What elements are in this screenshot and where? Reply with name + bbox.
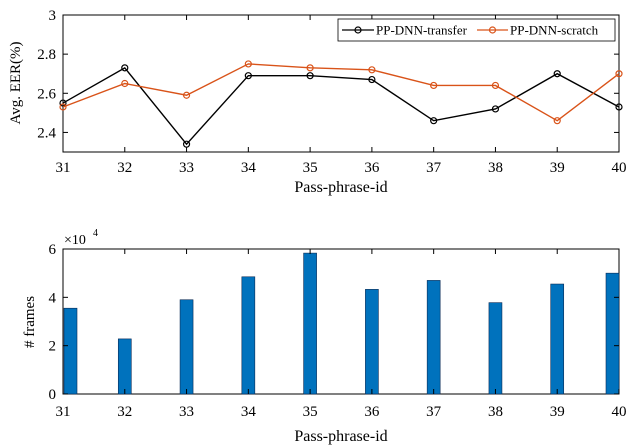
data-point-transfer (553, 70, 561, 78)
data-point-scratch (182, 91, 191, 99)
eer-x-tick-label: 36 (364, 160, 380, 176)
eer-x-tick-label: 34 (241, 160, 257, 176)
frames-scale-factor: ×10 4 (64, 228, 98, 248)
data-point-transfer (306, 72, 314, 80)
frames-x-tick-label: 38 (488, 404, 503, 420)
data-point-transfer (491, 105, 500, 113)
data-point-scratch (306, 64, 314, 72)
frames-x-tick-label: 33 (179, 404, 194, 420)
eer-legend: PP-DNN-transfer PP-DNN-scratch (337, 18, 616, 42)
legend-label-scratch: PP-DNN-scratch (510, 23, 599, 38)
legend-label-transfer: PP-DNN-transfer (376, 23, 468, 38)
series-line-scratch (62, 63, 620, 122)
frames-x-tick-label: 35 (303, 404, 318, 420)
frames-bar (303, 252, 317, 395)
data-point-transfer (59, 99, 67, 107)
data-point-scratch (244, 60, 252, 68)
frames-x-tick-label: 32 (117, 404, 132, 420)
eer-x-tick-label: 33 (179, 160, 194, 176)
frames-bars (63, 252, 620, 395)
data-point-transfer (244, 72, 252, 80)
eer-x-tick-label: 38 (488, 160, 503, 176)
series-line-transfer (62, 66, 620, 146)
data-point-transfer (182, 140, 191, 148)
frames-x-tick-label: 39 (550, 404, 565, 420)
eer-x-tick-label: 37 (426, 160, 442, 176)
eer-y-tick-label: 2.4 (37, 125, 56, 141)
data-point-scratch (430, 81, 438, 90)
frames-y-tick-label: 0 (49, 387, 57, 403)
frames-bar (241, 276, 256, 395)
frames-bar (365, 289, 379, 395)
eer-line-chart: 2.4 2.6 2.8 3 31 32 33 34 35 36 37 38 39 40 Avg. EER(… (8, 8, 627, 196)
data-point-transfer (368, 75, 376, 84)
legend-marker-transfer (354, 26, 362, 34)
frames-x-tick-label: 40 (612, 404, 627, 420)
data-point-scratch (553, 117, 561, 125)
frames-x-tick-label: 34 (241, 404, 257, 420)
eer-x-tick-label: 40 (612, 160, 627, 176)
frames-y-axis-label: # frames (22, 296, 38, 348)
frames-bar (117, 338, 132, 395)
frames-bar (550, 283, 565, 395)
frames-x-tick-label: 36 (364, 404, 380, 420)
frames-bar (63, 307, 78, 395)
frames-axis-ticks: 0 2 4 6 31 32 33 34 35 36 37 38 39 40 (49, 242, 627, 420)
legend-box (337, 18, 616, 42)
data-point-scratch (615, 70, 623, 78)
eer-x-tick-label: 31 (56, 160, 71, 176)
legend-marker-scratch (488, 26, 497, 34)
data-point-scratch (491, 81, 500, 90)
frames-x-axis-label: Pass-phrase-id (294, 428, 387, 445)
eer-x-axis-label: Pass-phrase-id (294, 179, 387, 196)
frames-plot-area (62, 248, 620, 395)
scale-factor-base: ×10 (64, 233, 86, 248)
frames-x-tick-label: 37 (426, 404, 442, 420)
frames-bar (426, 280, 441, 395)
frames-bar (179, 299, 194, 395)
eer-y-tick-label: 2.8 (37, 47, 56, 63)
data-point-transfer (615, 103, 623, 111)
eer-series (59, 60, 623, 148)
eer-y-axis-label: Avg. EER(%) (8, 41, 24, 124)
eer-axis-ticks: 2.4 2.6 2.8 3 31 32 33 34 35 36 37 38 39 40 (37, 8, 626, 176)
frames-x-tick-label: 31 (56, 404, 71, 420)
frames-y-tick-label: 4 (49, 290, 57, 306)
frames-bar (488, 302, 503, 395)
frames-bar (605, 272, 620, 395)
data-point-scratch (121, 79, 129, 88)
eer-x-tick-label: 32 (117, 160, 132, 176)
eer-x-tick-label: 39 (550, 160, 565, 176)
data-point-transfer (121, 64, 129, 72)
data-point-scratch (59, 103, 67, 111)
eer-y-tick-label: 3 (49, 8, 57, 24)
frames-y-tick-label: 6 (49, 242, 57, 258)
scale-factor-exponent: 4 (93, 228, 98, 239)
data-point-transfer (430, 117, 438, 125)
eer-y-tick-label: 2.6 (37, 86, 56, 102)
frames-y-tick-label: 2 (49, 339, 57, 355)
eer-x-tick-label: 35 (303, 160, 318, 176)
data-point-scratch (368, 66, 376, 74)
